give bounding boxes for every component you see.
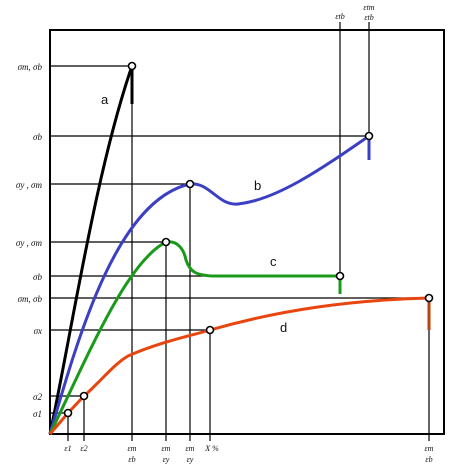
y-label-sb-b: σb <box>33 132 42 142</box>
point-d-max <box>424 293 434 303</box>
curve-c <box>48 240 340 435</box>
y-label-sm-sb-a: σm, σb <box>18 62 43 72</box>
point-d-e2 <box>79 391 89 401</box>
x-label-eb-d: εb <box>425 455 432 464</box>
point-d-e1 <box>63 408 73 418</box>
y-label-s2: σ2 <box>33 392 42 402</box>
top-label-etb-c: εtb <box>335 12 344 21</box>
point-d-x <box>205 325 215 335</box>
x-label-ey-c: εy <box>163 455 170 464</box>
point-b-yield <box>185 179 195 189</box>
y-label-sy-sm-c: σy , σm <box>16 238 43 248</box>
point-c-yield <box>161 237 171 247</box>
x-label-em-a: εm <box>128 444 137 453</box>
curve-d <box>48 296 430 435</box>
x-label-e1: ε1 <box>64 444 71 453</box>
plot-frame <box>49 29 445 435</box>
x-label-e2: ε2 <box>80 444 87 453</box>
point-b-break <box>364 131 374 141</box>
x-label-em-c: εm <box>162 444 171 453</box>
vertical-guides <box>67 22 430 441</box>
y-label-sb-c: σb <box>33 272 42 282</box>
y-label-sx: σx <box>34 326 42 336</box>
point-a-max <box>127 61 137 71</box>
curve-b-label: b <box>254 178 261 193</box>
x-label-em-b: εm <box>186 444 195 453</box>
top-label-etm-b: εtm <box>363 3 374 12</box>
curve-a <box>48 65 134 435</box>
x-label-ey-b: εy <box>187 455 194 464</box>
marker-points <box>63 61 434 418</box>
curve-a-label: a <box>101 92 109 107</box>
top-label-etb-b: εtb <box>364 13 373 22</box>
horizontal-guides <box>50 65 429 414</box>
y-label-sy-sm-b: σy , σm <box>16 180 43 190</box>
curve-c-label: c <box>270 254 277 269</box>
curve-d-label: d <box>280 320 287 335</box>
y-label-sm-sb-d: σm, σb <box>18 294 43 304</box>
y-label-s1: σ1 <box>33 409 42 419</box>
x-label-x-percent: X % <box>204 444 219 453</box>
x-label-eb-a: εb <box>128 455 135 464</box>
point-c-break <box>335 271 345 281</box>
x-label-em-d: εm <box>425 444 434 453</box>
curve-b <box>48 134 370 435</box>
